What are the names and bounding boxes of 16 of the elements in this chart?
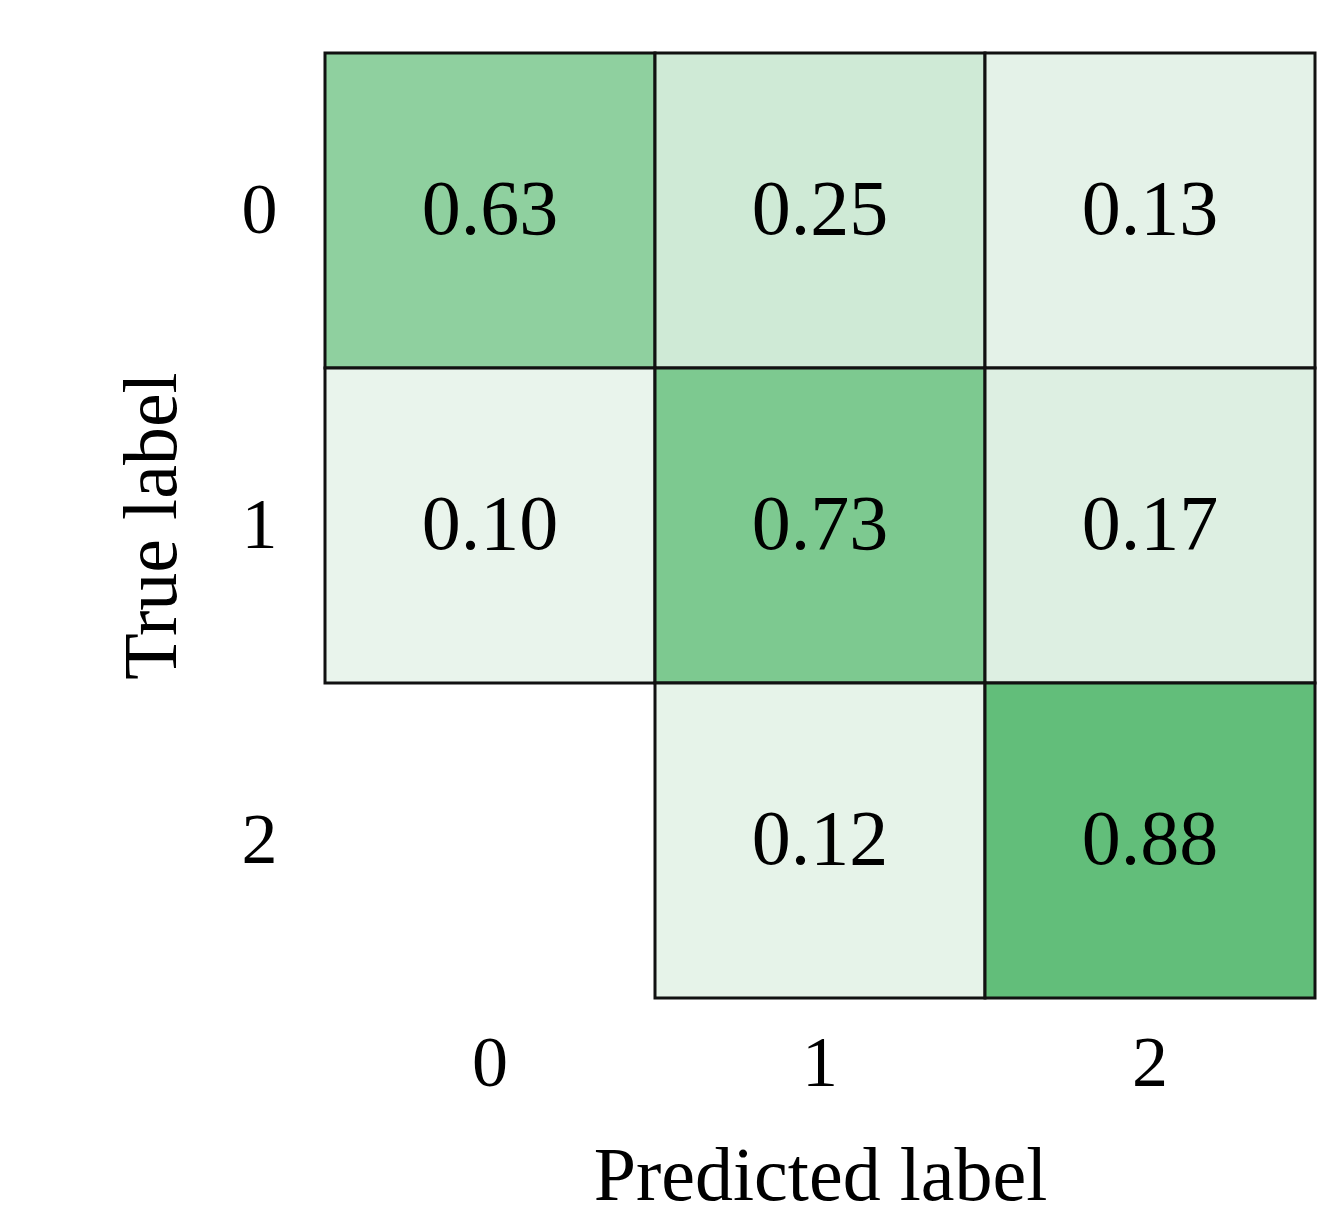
x-tick-label: 2 — [1132, 1021, 1168, 1102]
data-label: 0.17 — [1081, 478, 1219, 566]
data-label: 0.10 — [421, 478, 559, 566]
y-tick-label: 2 — [241, 798, 278, 879]
data-label: 0.12 — [751, 793, 889, 881]
data-label: 0.73 — [751, 478, 889, 566]
data-label: 0.63 — [421, 163, 559, 251]
data-label: 0.25 — [751, 163, 889, 251]
x-tick-label: 0 — [472, 1021, 508, 1102]
y-tick-label: 0 — [241, 168, 278, 249]
y-tick-label: 1 — [241, 483, 278, 564]
x-axis-title: Predicted label — [593, 1131, 1048, 1216]
x-tick-label: 1 — [802, 1021, 838, 1102]
data-label: 0.88 — [1081, 793, 1219, 881]
data-label: 0.13 — [1081, 163, 1219, 251]
y-axis-title: True label — [107, 372, 192, 680]
